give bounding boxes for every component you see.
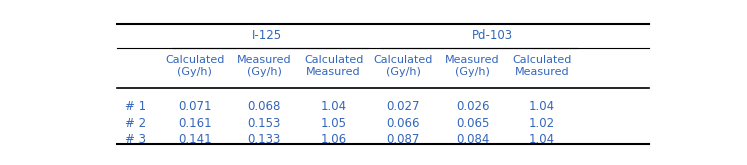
Text: 1.04: 1.04	[529, 100, 555, 113]
Text: 0.068: 0.068	[247, 100, 281, 113]
Text: # 3: # 3	[125, 133, 146, 146]
Text: 1.06: 1.06	[320, 133, 347, 146]
Text: Measured
(Gy/h): Measured (Gy/h)	[445, 55, 500, 77]
Text: 0.087: 0.087	[386, 133, 420, 146]
Text: # 2: # 2	[125, 117, 146, 130]
Text: 1.04: 1.04	[320, 100, 347, 113]
Text: 0.027: 0.027	[386, 100, 420, 113]
Text: 0.133: 0.133	[247, 133, 281, 146]
Text: 0.084: 0.084	[456, 133, 489, 146]
Text: 0.026: 0.026	[456, 100, 489, 113]
Text: I-125: I-125	[252, 29, 282, 42]
Text: 0.161: 0.161	[178, 117, 211, 130]
Text: Calculated
(Gy/h): Calculated (Gy/h)	[374, 55, 433, 77]
Text: Calculated
(Gy/h): Calculated (Gy/h)	[165, 55, 224, 77]
Text: Calculated
Measured: Calculated Measured	[512, 55, 571, 77]
Text: 0.066: 0.066	[386, 117, 420, 130]
Text: 1.05: 1.05	[320, 117, 347, 130]
Text: 0.141: 0.141	[178, 133, 211, 146]
Text: 1.04: 1.04	[529, 133, 555, 146]
Text: # 1: # 1	[125, 100, 146, 113]
Text: 0.071: 0.071	[178, 100, 211, 113]
Text: Pd-103: Pd-103	[472, 29, 513, 42]
Text: 1.02: 1.02	[529, 117, 555, 130]
Text: Calculated
Measured: Calculated Measured	[304, 55, 363, 77]
Text: 0.153: 0.153	[247, 117, 281, 130]
Text: 0.065: 0.065	[456, 117, 489, 130]
Text: Measured
(Gy/h): Measured (Gy/h)	[237, 55, 291, 77]
